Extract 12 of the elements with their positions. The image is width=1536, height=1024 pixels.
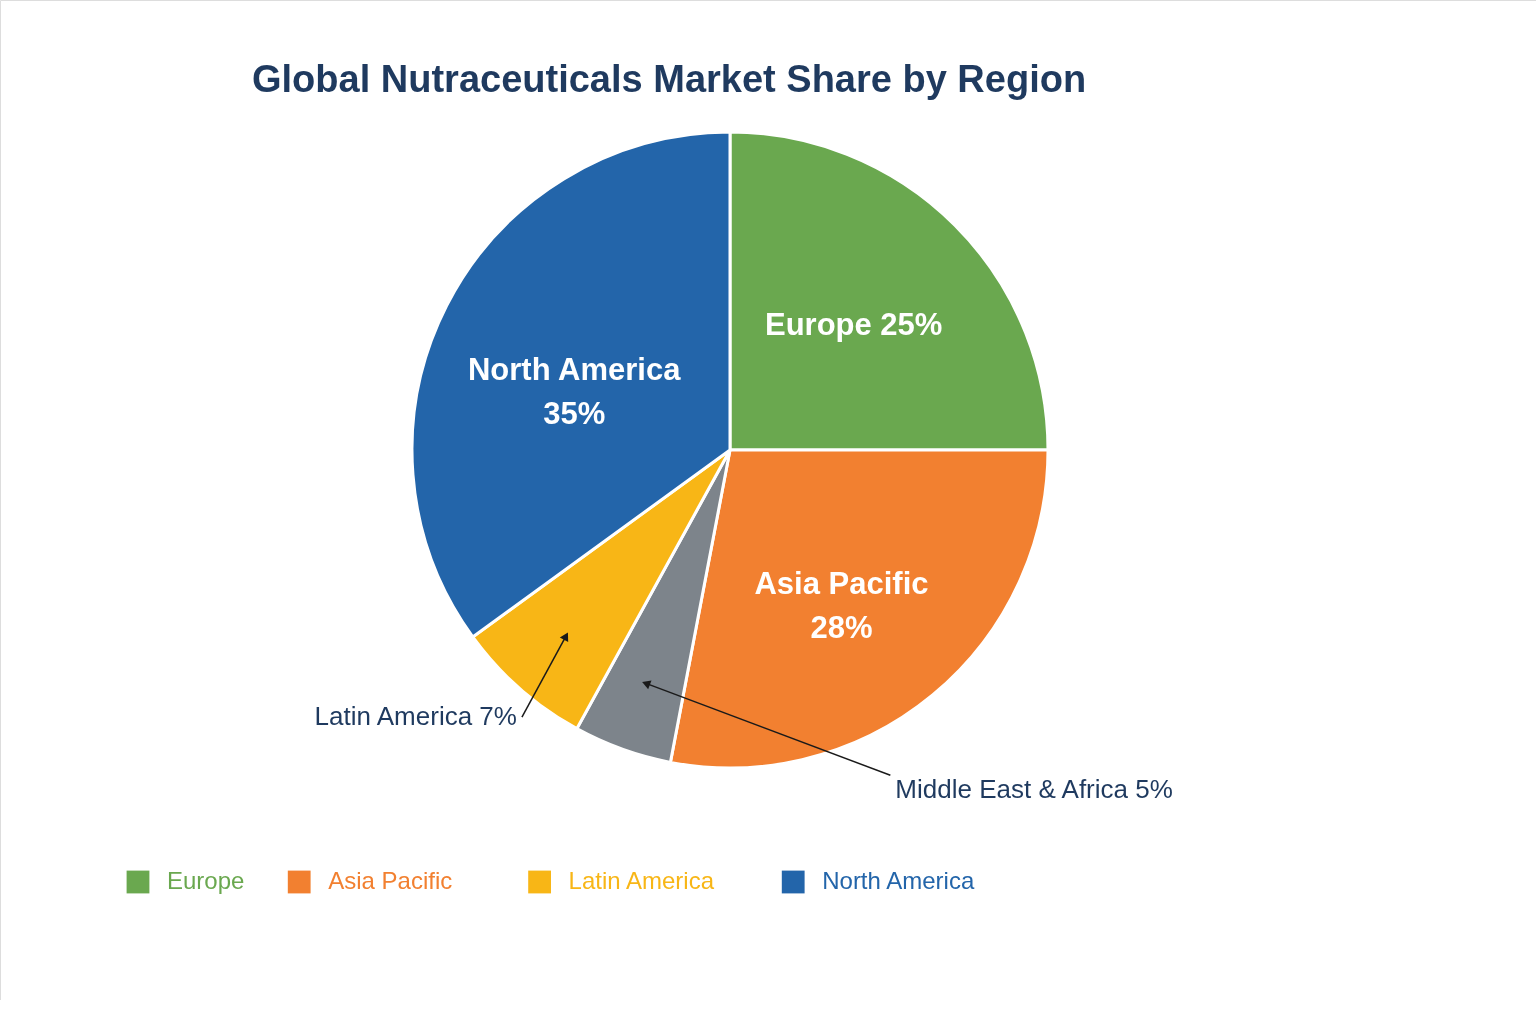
data-label: 35%	[543, 395, 606, 431]
chart-title: Global Nutraceuticals Market Share by Region	[252, 58, 1087, 100]
category-label: Latin America 7%	[314, 701, 517, 732]
legend-label: Europe	[167, 867, 245, 894]
legend-label: North America	[822, 867, 975, 894]
slice-label: North America	[467, 351, 682, 387]
legend-label: Asia Pacific	[328, 867, 453, 894]
data-label: 28%	[810, 609, 873, 645]
slice-label: Asia Pacific	[754, 565, 929, 601]
category-label: Europe 25%	[764, 307, 943, 343]
slice-label: Middle East & Africa 5%	[895, 774, 1173, 805]
legend-label: Latin America	[568, 867, 715, 894]
